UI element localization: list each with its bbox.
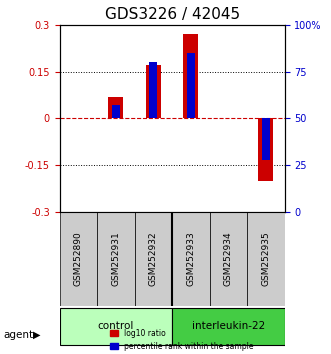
FancyBboxPatch shape (60, 308, 172, 345)
Bar (187, 53, 195, 119)
Text: ▶: ▶ (33, 330, 41, 339)
Bar (149, 62, 158, 119)
Bar (146, 65, 161, 119)
FancyBboxPatch shape (97, 212, 135, 306)
FancyBboxPatch shape (60, 212, 97, 306)
Text: agent: agent (3, 330, 33, 339)
Legend: log10 ratio, percentile rank within the sample: log10 ratio, percentile rank within the … (107, 326, 257, 354)
Text: GSM252935: GSM252935 (261, 232, 270, 286)
FancyBboxPatch shape (172, 308, 285, 345)
Bar (108, 97, 123, 119)
Bar (262, 119, 270, 160)
FancyBboxPatch shape (210, 212, 247, 306)
Bar (259, 119, 273, 181)
Text: GSM252934: GSM252934 (224, 232, 233, 286)
Text: interleukin-22: interleukin-22 (192, 321, 265, 331)
Text: GSM252890: GSM252890 (74, 232, 83, 286)
FancyBboxPatch shape (247, 212, 285, 306)
FancyBboxPatch shape (135, 212, 172, 306)
Bar (112, 105, 120, 119)
Text: control: control (98, 321, 134, 331)
Text: GSM252933: GSM252933 (186, 232, 195, 286)
Bar (183, 34, 198, 119)
Text: GSM252932: GSM252932 (149, 232, 158, 286)
Title: GDS3226 / 42045: GDS3226 / 42045 (105, 7, 240, 22)
Text: GSM252931: GSM252931 (111, 232, 120, 286)
FancyBboxPatch shape (172, 212, 210, 306)
